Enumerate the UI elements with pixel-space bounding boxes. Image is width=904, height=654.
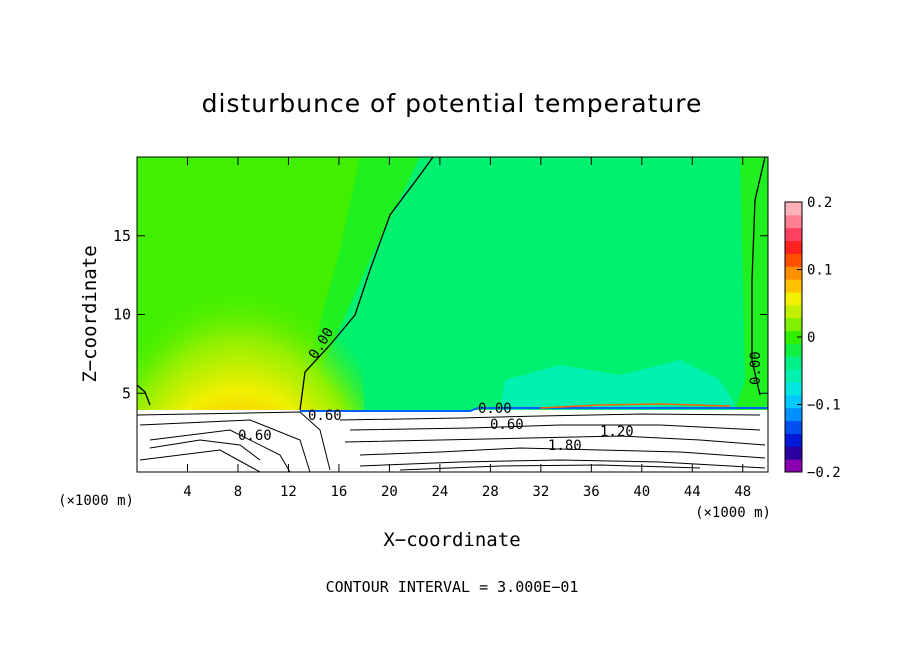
colorbar-swatch [785,266,802,280]
x-tick-label: 44 [684,484,701,500]
colorbar-swatch [785,292,802,306]
x-tick-label: 4 [183,484,191,500]
colorbar-tick-label: −0.1 [807,398,841,414]
colorbar-swatch [785,394,802,409]
colorbar-swatch [785,253,802,267]
contour-label: 1.80 [548,438,582,454]
boundary-blue-line [300,407,768,412]
y-tick-label: 15 [113,227,131,245]
colorbar-swatch [785,227,802,242]
colorbar-tick-label: 0.2 [807,195,832,211]
colorbar-swatch [785,240,802,254]
x-unit-left: (×1000 m) [58,493,134,509]
contour-label: 0.00 [478,401,512,417]
x-tick-label: 32 [532,484,549,500]
colorbar: 0.2 0.1 0 −0.1 −0.2 [784,195,841,481]
cool-region [300,157,745,410]
y-tick-label: 5 [122,384,131,402]
colorbar-swatch [785,407,802,422]
colorbar-swatch [785,279,802,293]
x-tick-label: 24 [431,484,448,500]
contour-interval-note: CONTOUR INTERVAL = 3.000E−01 [326,578,579,596]
x-tick-label: 28 [482,484,499,500]
colorbar-swatch [785,330,802,344]
colorbar-tick-label: 0 [807,330,815,346]
contour-label: 1.20 [600,424,634,440]
colorbar-swatch [785,202,802,216]
cooler-region [500,360,735,410]
warm-anomaly [137,195,364,472]
x-axis: 4 8 12 16 20 24 28 32 36 40 44 48 [183,157,751,500]
colorbar-swatch [785,433,802,447]
x-tick-label: 36 [583,484,600,500]
lower-contours [137,411,766,472]
contour-label: 0.60 [308,408,342,424]
colorbar-swatch [785,356,802,370]
x-unit-right: (×1000 m) [695,505,771,521]
x-tick-label: 8 [234,484,242,500]
colorbar-swatch [785,420,802,434]
colorbar-tick-label: 0.1 [807,263,832,279]
colorbar-swatch [785,343,802,357]
x-tick-label: 12 [280,484,297,500]
boundary-orange-line [539,403,731,409]
colorbar-tick-label: −0.2 [807,465,841,481]
plot-area: 0.00 0.60 0.00 0.60 1.20 1.80 0.00 0.60 [137,157,768,472]
colorbar-swatch [785,317,802,332]
colorbar-swatch [785,369,802,383]
colorbar-swatch [785,459,802,473]
chart-title: disturbunce of potential temperature [202,89,703,118]
zero-contour [299,157,434,411]
zero-contour-right [751,157,766,396]
x-tick-label: 48 [734,484,751,500]
y-axis: 5 10 15 [113,227,768,402]
y-tick-label: 10 [113,306,131,324]
colorbar-swatch [785,446,802,460]
zero-contour-left [137,384,151,406]
colorbar-swatch [785,382,802,396]
x-tick-label: 20 [381,484,398,500]
colorbar-swatch [785,214,802,229]
contour-label: 0.60 [490,417,524,433]
x-tick-label: 40 [633,484,650,500]
contour-label: 0.00 [748,351,764,385]
colorbar-swatch [785,304,802,319]
x-tick-label: 16 [330,484,347,500]
y-axis-label: Z−coordinate [79,245,101,382]
contour-label: 0.60 [238,428,272,444]
x-axis-label: X−coordinate [383,529,520,551]
